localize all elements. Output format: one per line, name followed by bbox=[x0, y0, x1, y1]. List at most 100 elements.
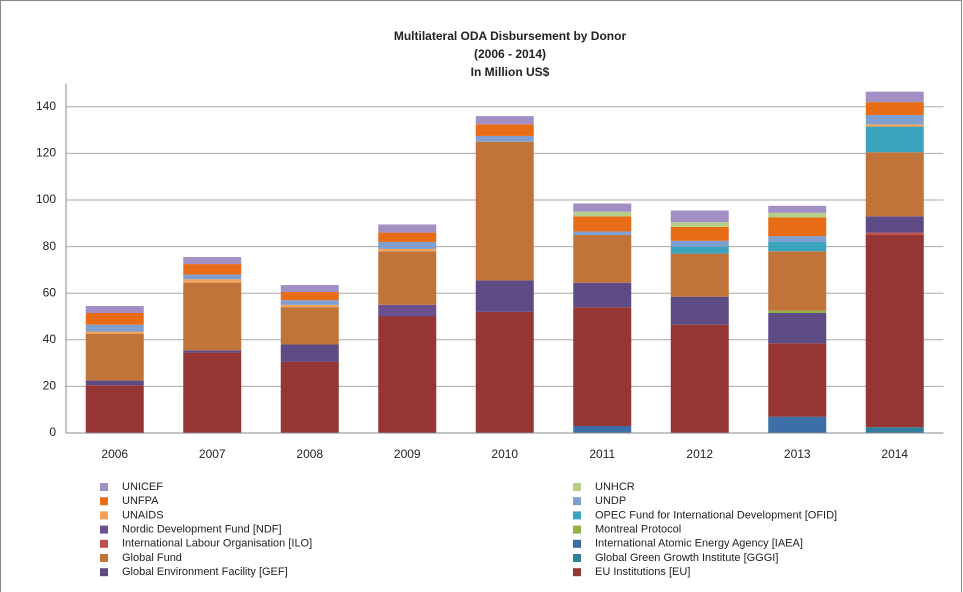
x-tick-label: 2007 bbox=[199, 447, 226, 461]
bar-segment bbox=[280, 300, 339, 305]
x-tick-label: 2009 bbox=[394, 447, 421, 461]
bar-segment bbox=[475, 141, 534, 281]
legend-swatch bbox=[100, 525, 108, 534]
bar-segment bbox=[280, 304, 339, 308]
legend-swatch bbox=[100, 554, 108, 562]
bar-segment bbox=[280, 344, 339, 362]
bar-segment bbox=[768, 251, 827, 311]
bar-segment bbox=[183, 257, 242, 265]
bar-segment bbox=[475, 280, 534, 312]
bar-segment bbox=[378, 232, 437, 242]
bar-segment bbox=[865, 152, 924, 217]
legend-label: UNICEF bbox=[122, 481, 163, 493]
y-tick-label: 120 bbox=[36, 146, 56, 160]
bar-segment bbox=[768, 313, 827, 344]
legend-label: Global Environment Facility [GEF] bbox=[122, 566, 288, 578]
legend-swatch bbox=[573, 483, 581, 491]
legend-swatch bbox=[100, 497, 108, 506]
legend-label: UNAIDS bbox=[122, 509, 164, 521]
bar-segment bbox=[85, 380, 144, 386]
bar-segment bbox=[85, 385, 144, 433]
bar-segment bbox=[85, 333, 144, 381]
legend-label: UNDP bbox=[595, 495, 626, 507]
y-tick-label: 80 bbox=[43, 239, 57, 253]
bar-segment bbox=[768, 236, 827, 242]
bar-segment bbox=[865, 102, 924, 115]
bar-segment bbox=[85, 324, 144, 332]
bar-segment bbox=[573, 234, 632, 283]
legend-swatch bbox=[100, 483, 108, 491]
bar-segment bbox=[865, 234, 924, 428]
bar-segment bbox=[768, 217, 827, 237]
legend-label: International Labour Organisation [ILO] bbox=[122, 538, 312, 550]
bar-segment bbox=[183, 274, 242, 280]
y-tick-label: 100 bbox=[36, 192, 56, 206]
bar-segment bbox=[865, 427, 924, 433]
legend-label: OPEC Fund for International Development … bbox=[595, 509, 837, 521]
bar-segment bbox=[670, 210, 729, 223]
bar-segment bbox=[865, 91, 924, 103]
bar-segment bbox=[378, 248, 437, 252]
x-tick-label: 2013 bbox=[784, 447, 811, 461]
y-tick-label: 0 bbox=[49, 425, 56, 439]
bar-segment bbox=[475, 311, 534, 433]
bar-segment bbox=[183, 279, 242, 283]
bar-segment bbox=[573, 203, 632, 212]
legend-swatch bbox=[100, 511, 108, 520]
legend-swatch bbox=[573, 554, 581, 562]
bar-segment bbox=[280, 292, 339, 301]
bar-segment bbox=[768, 212, 827, 218]
bar-segment bbox=[670, 253, 729, 297]
legend-swatch bbox=[573, 497, 581, 506]
legend-label: Global Green Growth Institute [GGGI] bbox=[595, 552, 778, 564]
bar-segment bbox=[670, 296, 729, 325]
x-tick-label: 2010 bbox=[491, 447, 518, 461]
legend-swatch bbox=[573, 525, 581, 534]
y-tick-label: 60 bbox=[43, 285, 57, 299]
bar-segment bbox=[768, 416, 827, 433]
legend-swatch bbox=[573, 539, 581, 548]
bar-segment bbox=[183, 264, 242, 275]
y-tick-label: 40 bbox=[43, 332, 57, 346]
bar-segment bbox=[378, 251, 437, 305]
legend-label: UNFPA bbox=[122, 495, 159, 507]
bar-segment bbox=[768, 343, 827, 417]
bar-segment bbox=[865, 114, 924, 125]
bar-segment bbox=[768, 205, 827, 213]
legend-label: UNHCR bbox=[595, 481, 635, 493]
bar-segment bbox=[280, 361, 339, 433]
bar-segment bbox=[573, 307, 632, 427]
bar-segment bbox=[768, 310, 827, 314]
bar-segment bbox=[378, 304, 437, 317]
bar-segment bbox=[670, 246, 729, 254]
bar-segment bbox=[865, 126, 924, 153]
x-tick-label: 2011 bbox=[589, 447, 615, 461]
bar-segment bbox=[475, 135, 534, 142]
legend-label: International Atomic Energy Agency [IAEA… bbox=[595, 538, 803, 550]
bar-segment bbox=[183, 282, 242, 351]
bar-segment bbox=[573, 231, 632, 235]
bar-segment bbox=[475, 124, 534, 136]
bar-segment bbox=[280, 307, 339, 345]
legend-swatch bbox=[573, 511, 581, 520]
bar-segment bbox=[670, 226, 729, 241]
bar-segment bbox=[573, 216, 632, 232]
bar-segment bbox=[378, 224, 437, 233]
x-tick-label: 2014 bbox=[881, 447, 908, 461]
chart-title: (2006 - 2014) bbox=[474, 47, 546, 61]
bar-segment bbox=[865, 216, 924, 233]
bar-segment bbox=[573, 211, 632, 217]
bar-segment bbox=[865, 124, 924, 127]
y-tick-label: 20 bbox=[43, 379, 57, 393]
legend-label: Montreal Protocol bbox=[595, 524, 681, 536]
chart-title: Multilateral ODA Disbursement by Donor bbox=[394, 29, 627, 43]
x-tick-label: 2012 bbox=[686, 447, 713, 461]
bar-segment bbox=[475, 116, 534, 125]
bar-segment bbox=[865, 232, 924, 235]
x-tick-label: 2006 bbox=[101, 447, 128, 461]
bar-segment bbox=[378, 241, 437, 249]
bar-segment bbox=[670, 222, 729, 227]
bar-segment bbox=[378, 316, 437, 433]
bar-segment bbox=[85, 331, 144, 334]
